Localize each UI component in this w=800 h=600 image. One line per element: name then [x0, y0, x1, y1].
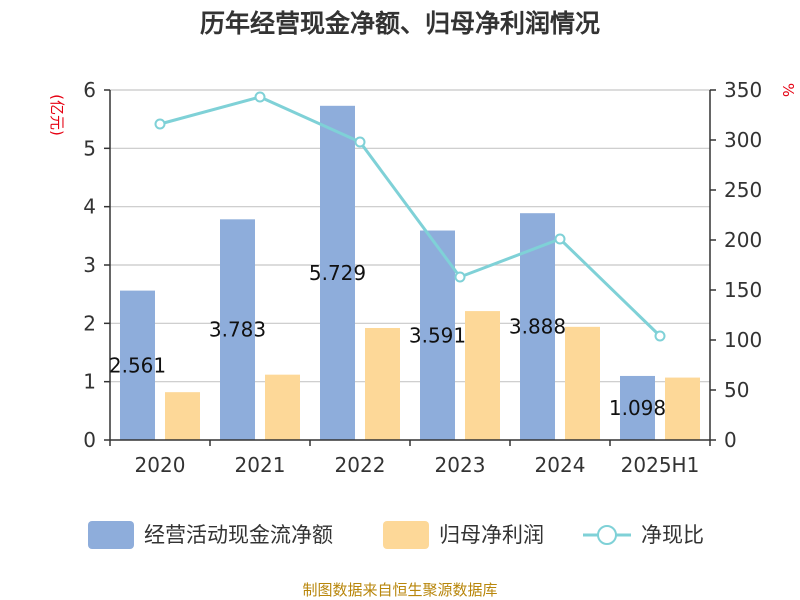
x-tick-label: 2022: [335, 453, 386, 477]
bar: [620, 375, 655, 440]
data-label: 5.729: [309, 261, 366, 285]
legend-label: 经营活动现金流净额: [144, 523, 333, 547]
grid: [110, 89, 710, 383]
y-left-tick-label: 2: [83, 311, 96, 335]
bar: [165, 392, 200, 440]
legend-swatch: [383, 521, 429, 549]
x-tick-label: 2021: [235, 453, 286, 477]
y-right-tick-label: 50: [724, 378, 749, 402]
y-right-tick-label: 250: [724, 178, 762, 202]
line-point: [354, 136, 366, 148]
bar: [665, 377, 700, 440]
y-left-tick-label: 3: [83, 253, 96, 277]
y-right-tick-label: 300: [724, 128, 762, 152]
y-right-tick-label: 350: [724, 78, 762, 102]
line-point: [254, 91, 266, 103]
x-tick-label: 2020: [135, 453, 186, 477]
data-label: 3.888: [509, 315, 566, 339]
bar: [420, 230, 455, 440]
bar: [120, 290, 155, 440]
data-label: 3.783: [209, 318, 266, 342]
bar: [565, 326, 600, 440]
line-series: [154, 91, 666, 342]
y-left-tick-label: 4: [83, 195, 96, 219]
y-left-unit-label: (亿元): [48, 94, 66, 136]
chart-title: 历年经营现金净额、归母净利润情况: [200, 9, 600, 38]
y-right-tick-label: 0: [724, 428, 737, 452]
y-right-tick-label: 100: [724, 328, 762, 352]
line-point: [654, 330, 666, 342]
bar: [465, 311, 500, 440]
y-right-unit-label: %: [779, 83, 797, 97]
bar: [320, 105, 355, 440]
y-right-tick-label: 150: [724, 278, 762, 302]
legend-marker: [597, 525, 617, 545]
y-right-tick-label: 200: [724, 228, 762, 252]
line-point: [154, 118, 166, 130]
data-labels: 2.561 3.783 5.729 3.591 3.888 1.098: [109, 261, 666, 420]
bar: [365, 328, 400, 440]
line-point: [454, 271, 466, 283]
data-label: 3.591: [409, 323, 466, 347]
y-left-tick-label: 6: [83, 78, 96, 102]
source-note: 制图数据来自恒生聚源数据库: [302, 581, 497, 599]
legend-label: 归母净利润: [439, 523, 544, 547]
x-tick-label: 2025H1: [621, 453, 700, 477]
legend-swatch: [88, 521, 134, 549]
data-label: 1.098: [609, 396, 666, 420]
y-left-tick-label: 1: [83, 370, 96, 394]
bar: [265, 374, 300, 440]
axes: 0 1 2 3 4 5 6 0 50 100 150 200 250 300 350 2020 2021 2022…: [83, 78, 762, 477]
bar-series: [120, 105, 700, 440]
y-left-tick-label: 5: [83, 136, 96, 160]
bar: [220, 219, 255, 440]
y-left-tick-label: 0: [83, 428, 96, 452]
x-tick-label: 2023: [435, 453, 486, 477]
x-tick-label: 2024: [535, 453, 586, 477]
legend-label: 净现比: [641, 523, 704, 547]
legend: 经营活动现金流净额 归母净利润 净现比: [88, 521, 704, 549]
line-path: [159, 95, 662, 338]
line-point: [554, 233, 566, 245]
data-label: 2.561: [109, 353, 166, 377]
